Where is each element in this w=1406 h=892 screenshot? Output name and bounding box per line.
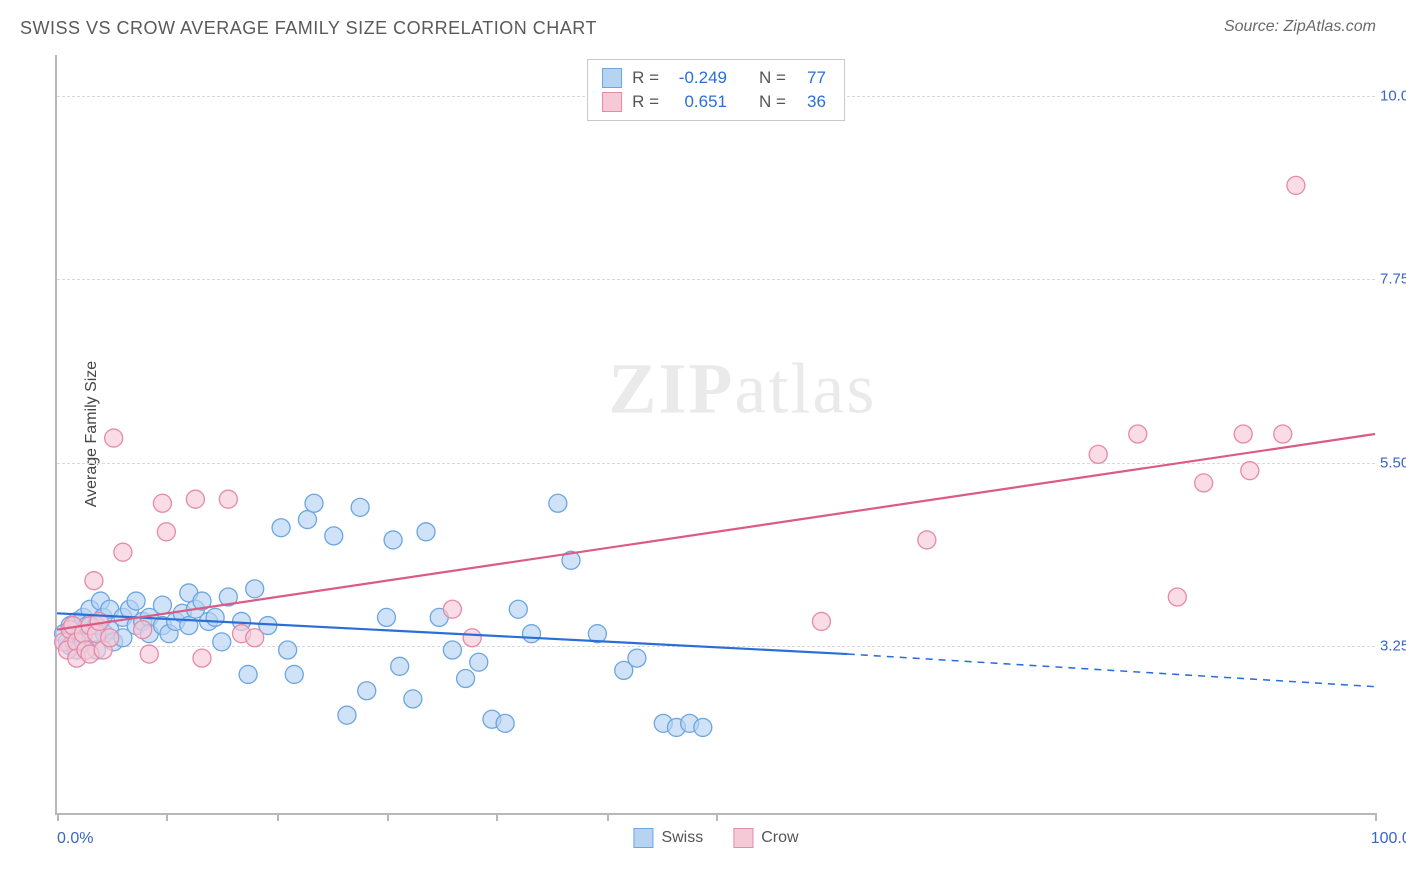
data-point[interactable] (522, 625, 540, 643)
data-point[interactable] (1234, 425, 1252, 443)
x-tick (277, 813, 279, 821)
data-point[interactable] (384, 531, 402, 549)
chart-svg (57, 55, 1375, 813)
x-tick (716, 813, 718, 821)
data-point[interactable] (1089, 445, 1107, 463)
chart-title: SWISS VS CROW AVERAGE FAMILY SIZE CORREL… (20, 18, 597, 39)
data-point[interactable] (417, 523, 435, 541)
y-tick-label: 3.25 (1380, 637, 1406, 654)
data-point[interactable] (279, 641, 297, 659)
data-point[interactable] (206, 608, 224, 626)
data-point[interactable] (246, 629, 264, 647)
data-point[interactable] (1195, 474, 1213, 492)
legend-swatch (602, 92, 622, 112)
trend-line-dashed (848, 654, 1375, 687)
legend-n-value: 36 (796, 90, 826, 114)
legend-item: Swiss (633, 828, 703, 848)
data-point[interactable] (338, 706, 356, 724)
data-point[interactable] (443, 641, 461, 659)
data-point[interactable] (1168, 588, 1186, 606)
legend-n-label: N = (759, 66, 786, 90)
data-point[interactable] (134, 621, 152, 639)
data-point[interactable] (378, 608, 396, 626)
data-point[interactable] (193, 649, 211, 667)
data-point[interactable] (1287, 176, 1305, 194)
x-tick (387, 813, 389, 821)
correlation-legend: R = -0.249 N = 77 R = 0.651 N = 36 (587, 59, 845, 121)
legend-r-value: -0.249 (669, 66, 727, 90)
y-tick-label: 10.00 (1380, 87, 1406, 104)
x-axis-max-label: 100.0% (1371, 830, 1406, 848)
data-point[interactable] (1274, 425, 1292, 443)
data-point[interactable] (443, 600, 461, 618)
data-point[interactable] (509, 600, 527, 618)
y-tick-label: 7.75 (1380, 271, 1406, 288)
legend-label: Swiss (661, 829, 703, 847)
data-point[interactable] (463, 629, 481, 647)
plot-area: ZIPatlas Average Family Size 0.0% 100.0%… (55, 55, 1375, 815)
data-point[interactable] (140, 645, 158, 663)
data-point[interactable] (298, 511, 316, 529)
x-axis-min-label: 0.0% (57, 830, 93, 848)
data-point[interactable] (470, 653, 488, 671)
data-point[interactable] (105, 429, 123, 447)
source-label: Source: ZipAtlas.com (1224, 18, 1376, 36)
data-point[interactable] (549, 494, 567, 512)
legend-swatch (602, 68, 622, 88)
data-point[interactable] (153, 494, 171, 512)
data-point[interactable] (153, 596, 171, 614)
data-point[interactable] (85, 572, 103, 590)
data-point[interactable] (285, 665, 303, 683)
data-point[interactable] (186, 490, 204, 508)
data-point[interactable] (496, 714, 514, 732)
legend-swatch (733, 828, 753, 848)
x-tick (496, 813, 498, 821)
series-legend: Swiss Crow (633, 828, 798, 848)
legend-r-label: R = (632, 66, 659, 90)
data-point[interactable] (127, 592, 145, 610)
data-point[interactable] (157, 523, 175, 541)
data-point[interactable] (358, 682, 376, 700)
legend-row: R = -0.249 N = 77 (602, 66, 826, 90)
data-point[interactable] (325, 527, 343, 545)
data-point[interactable] (351, 498, 369, 516)
y-tick-label: 5.50 (1380, 454, 1406, 471)
legend-label: Crow (761, 829, 798, 847)
legend-n-label: N = (759, 90, 786, 114)
data-point[interactable] (1129, 425, 1147, 443)
data-point[interactable] (246, 580, 264, 598)
data-point[interactable] (272, 519, 290, 537)
data-point[interactable] (391, 657, 409, 675)
data-point[interactable] (239, 665, 257, 683)
data-point[interactable] (628, 649, 646, 667)
legend-row: R = 0.651 N = 36 (602, 90, 826, 114)
data-point[interactable] (219, 490, 237, 508)
legend-swatch (633, 828, 653, 848)
data-point[interactable] (918, 531, 936, 549)
data-point[interactable] (457, 670, 475, 688)
data-point[interactable] (213, 633, 231, 651)
legend-item: Crow (733, 828, 798, 848)
data-point[interactable] (404, 690, 422, 708)
data-point[interactable] (1241, 462, 1259, 480)
x-tick (607, 813, 609, 821)
data-point[interactable] (694, 718, 712, 736)
data-point[interactable] (114, 543, 132, 561)
data-point[interactable] (101, 629, 119, 647)
data-point[interactable] (305, 494, 323, 512)
data-point[interactable] (812, 612, 830, 630)
chart-container: SWISS VS CROW AVERAGE FAMILY SIZE CORREL… (0, 0, 1406, 892)
legend-r-value: 0.651 (669, 90, 727, 114)
legend-n-value: 77 (796, 66, 826, 90)
legend-r-label: R = (632, 90, 659, 114)
x-tick (1375, 813, 1377, 821)
x-tick (57, 813, 59, 821)
x-tick (166, 813, 168, 821)
